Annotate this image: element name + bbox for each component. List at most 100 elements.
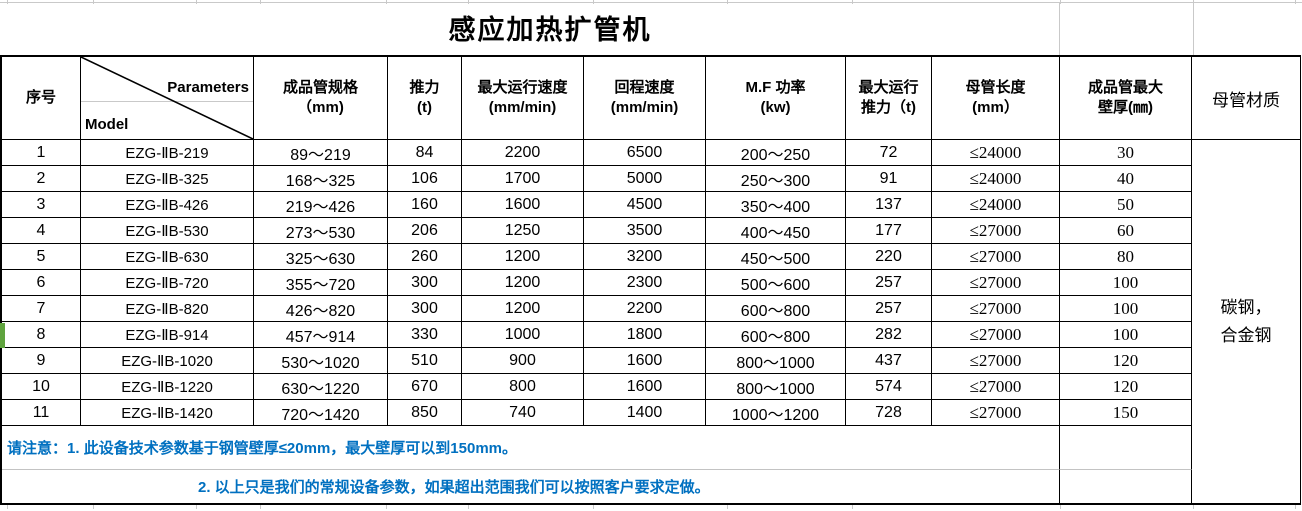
cell-no-row9[interactable]: 9 (2, 348, 81, 374)
cell-thrust-row8[interactable]: 330 (388, 322, 462, 348)
cell-wall-row8[interactable]: 100 (1060, 322, 1192, 348)
cell-no-row1[interactable]: 1 (2, 140, 81, 166)
cell-wall-row5[interactable]: 80 (1060, 244, 1192, 270)
cell-max_thrust-row9[interactable]: 437 (846, 348, 932, 374)
cell-mf_power-row1[interactable]: 200～250 (706, 140, 846, 166)
cell-thrust-row7[interactable]: 300 (388, 296, 462, 322)
cell-no-row7[interactable]: 7 (2, 296, 81, 322)
cell-mf_power-row11[interactable]: 1000～1200 (706, 400, 846, 426)
cell-no-row5[interactable]: 5 (2, 244, 81, 270)
header-max-speed[interactable]: 最大运行速度 (mm/min) (462, 57, 584, 140)
cell-max_thrust-row5[interactable]: 220 (846, 244, 932, 270)
cell-model-row4[interactable]: EZG-ⅡB-530 (81, 218, 254, 244)
header-max-run-thrust[interactable]: 最大运行 推力（t) (846, 57, 932, 140)
cell-model-row7[interactable]: EZG-ⅡB-820 (81, 296, 254, 322)
cell-max_thrust-row10[interactable]: 574 (846, 374, 932, 400)
cell-max_speed-row8[interactable]: 1000 (462, 322, 584, 348)
cell-max_speed-row2[interactable]: 1700 (462, 166, 584, 192)
cell-wall-row11[interactable]: 150 (1060, 400, 1192, 426)
cell-mf_power-row8[interactable]: 600～800 (706, 322, 846, 348)
header-material[interactable]: 母管材质 (1192, 57, 1300, 140)
cell-no-row3[interactable]: 3 (2, 192, 81, 218)
cell-wall-row6[interactable]: 100 (1060, 270, 1192, 296)
cell-no-row8[interactable]: 8 (2, 322, 81, 348)
cell-spec-row2[interactable]: 168～325 (254, 166, 388, 192)
cell-return_speed-row10[interactable]: 1600 (584, 374, 706, 400)
cell-spec-row1[interactable]: 89～219 (254, 140, 388, 166)
empty-wall-cell-1[interactable] (1060, 426, 1192, 470)
header-return-speed[interactable]: 回程速度 (mm/min) (584, 57, 706, 140)
cell-thrust-row1[interactable]: 84 (388, 140, 462, 166)
cell-mf_power-row5[interactable]: 450～500 (706, 244, 846, 270)
cell-thrust-row5[interactable]: 260 (388, 244, 462, 270)
cell-return_speed-row5[interactable]: 3200 (584, 244, 706, 270)
header-diagonal-cell[interactable]: Parameters Model (81, 57, 254, 140)
cell-max_thrust-row4[interactable]: 177 (846, 218, 932, 244)
cell-return_speed-row3[interactable]: 4500 (584, 192, 706, 218)
cell-length-row9[interactable]: ≤27000 (932, 348, 1060, 374)
title-cell[interactable]: 感应加热扩管机 (0, 0, 1100, 55)
cell-no-row2[interactable]: 2 (2, 166, 81, 192)
header-spec[interactable]: 成品管规格 （mm) (254, 57, 388, 140)
cell-length-row7[interactable]: ≤27000 (932, 296, 1060, 322)
cell-max_thrust-row2[interactable]: 91 (846, 166, 932, 192)
cell-spec-row3[interactable]: 219～426 (254, 192, 388, 218)
cell-max_thrust-row7[interactable]: 257 (846, 296, 932, 322)
note-row-1[interactable]: 请注意： 1. 此设备技术参数基于钢管壁厚≤20mm，最大壁厚可以到150mm。 (2, 426, 1060, 470)
cell-spec-row7[interactable]: 426～820 (254, 296, 388, 322)
cell-thrust-row11[interactable]: 850 (388, 400, 462, 426)
cell-max_speed-row1[interactable]: 2200 (462, 140, 584, 166)
cell-wall-row2[interactable]: 40 (1060, 166, 1192, 192)
header-serial[interactable]: 序号 (2, 57, 81, 140)
cell-return_speed-row2[interactable]: 5000 (584, 166, 706, 192)
cell-model-row11[interactable]: EZG-ⅡB-1420 (81, 400, 254, 426)
cell-length-row6[interactable]: ≤27000 (932, 270, 1060, 296)
cell-model-row8[interactable]: EZG-ⅡB-914 (81, 322, 254, 348)
cell-model-row2[interactable]: EZG-ⅡB-325 (81, 166, 254, 192)
cell-thrust-row3[interactable]: 160 (388, 192, 462, 218)
cell-mf_power-row9[interactable]: 800～1000 (706, 348, 846, 374)
cell-length-row10[interactable]: ≤27000 (932, 374, 1060, 400)
cell-spec-row6[interactable]: 355～720 (254, 270, 388, 296)
cell-max_thrust-row8[interactable]: 282 (846, 322, 932, 348)
cell-model-row10[interactable]: EZG-ⅡB-1220 (81, 374, 254, 400)
note-row-2[interactable]: 2. 以上只是我们的常规设备参数，如果超出范围我们可以按照客户要求定做。 (2, 470, 1060, 503)
cell-mf_power-row4[interactable]: 400～450 (706, 218, 846, 244)
cell-max_speed-row4[interactable]: 1250 (462, 218, 584, 244)
cell-no-row4[interactable]: 4 (2, 218, 81, 244)
cell-spec-row9[interactable]: 530～1020 (254, 348, 388, 374)
cell-mf_power-row6[interactable]: 500～600 (706, 270, 846, 296)
cell-length-row1[interactable]: ≤24000 (932, 140, 1060, 166)
cell-thrust-row10[interactable]: 670 (388, 374, 462, 400)
cell-thrust-row6[interactable]: 300 (388, 270, 462, 296)
cell-length-row5[interactable]: ≤27000 (932, 244, 1060, 270)
cell-model-row6[interactable]: EZG-ⅡB-720 (81, 270, 254, 296)
cell-max_speed-row6[interactable]: 1200 (462, 270, 584, 296)
cell-thrust-row4[interactable]: 206 (388, 218, 462, 244)
cell-model-row3[interactable]: EZG-ⅡB-426 (81, 192, 254, 218)
cell-return_speed-row9[interactable]: 1600 (584, 348, 706, 374)
cell-wall-row10[interactable]: 120 (1060, 374, 1192, 400)
cell-return_speed-row6[interactable]: 2300 (584, 270, 706, 296)
cell-model-row5[interactable]: EZG-ⅡB-630 (81, 244, 254, 270)
cell-max_speed-row11[interactable]: 740 (462, 400, 584, 426)
cell-no-row6[interactable]: 6 (2, 270, 81, 296)
cell-return_speed-row4[interactable]: 3500 (584, 218, 706, 244)
header-max-wall[interactable]: 成品管最大 壁厚(㎜) (1060, 57, 1192, 140)
cell-mf_power-row2[interactable]: 250～300 (706, 166, 846, 192)
cell-max_speed-row5[interactable]: 1200 (462, 244, 584, 270)
empty-wall-cell-2[interactable] (1060, 470, 1192, 503)
cell-mf_power-row10[interactable]: 800～1000 (706, 374, 846, 400)
header-thrust[interactable]: 推力 (t) (388, 57, 462, 140)
cell-mf_power-row3[interactable]: 350～400 (706, 192, 846, 218)
cell-wall-row7[interactable]: 100 (1060, 296, 1192, 322)
cell-spec-row8[interactable]: 457～914 (254, 322, 388, 348)
cell-max_speed-row7[interactable]: 1200 (462, 296, 584, 322)
cell-spec-row10[interactable]: 630～1220 (254, 374, 388, 400)
cell-max_speed-row9[interactable]: 900 (462, 348, 584, 374)
cell-length-row4[interactable]: ≤27000 (932, 218, 1060, 244)
cell-no-row10[interactable]: 10 (2, 374, 81, 400)
cell-model-row9[interactable]: EZG-ⅡB-1020 (81, 348, 254, 374)
cell-max_thrust-row6[interactable]: 257 (846, 270, 932, 296)
cell-wall-row9[interactable]: 120 (1060, 348, 1192, 374)
